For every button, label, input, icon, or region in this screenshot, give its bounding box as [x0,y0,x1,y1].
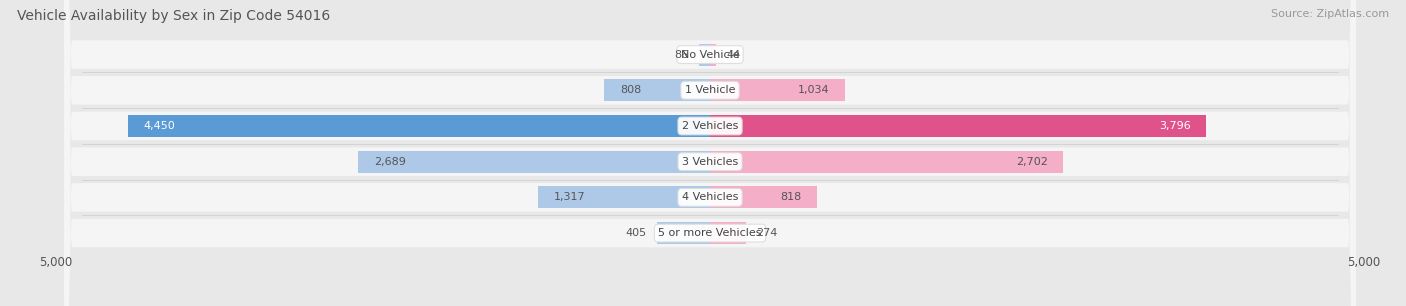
Text: Vehicle Availability by Sex in Zip Code 54016: Vehicle Availability by Sex in Zip Code … [17,9,330,23]
FancyBboxPatch shape [65,0,1355,306]
Text: 2,702: 2,702 [1015,157,1047,167]
FancyBboxPatch shape [65,0,1355,306]
Text: 2 Vehicles: 2 Vehicles [682,121,738,131]
FancyBboxPatch shape [65,0,1355,306]
Text: 818: 818 [780,192,801,202]
Bar [538,186,710,208]
Bar [710,222,745,244]
Text: 274: 274 [756,228,778,238]
Text: Source: ZipAtlas.com: Source: ZipAtlas.com [1271,9,1389,19]
Bar [710,43,716,66]
Bar [699,43,710,66]
Text: 1 Vehicle: 1 Vehicle [685,85,735,95]
FancyBboxPatch shape [65,0,1355,306]
Text: 44: 44 [727,50,741,60]
FancyBboxPatch shape [65,0,1355,306]
Bar [710,151,1063,173]
Text: 2,689: 2,689 [374,157,406,167]
Text: 86: 86 [675,50,689,60]
Bar [605,79,710,101]
Bar [128,115,710,137]
Text: 1,317: 1,317 [554,192,585,202]
Text: 5 or more Vehicles: 5 or more Vehicles [658,228,762,238]
Text: 3,796: 3,796 [1159,121,1191,131]
Bar [710,115,1206,137]
FancyBboxPatch shape [65,0,1355,306]
Text: 405: 405 [626,228,647,238]
Text: No Vehicle: No Vehicle [681,50,740,60]
Text: 4,450: 4,450 [143,121,176,131]
Bar [710,186,817,208]
Text: 1,034: 1,034 [799,85,830,95]
Bar [359,151,710,173]
Text: 3 Vehicles: 3 Vehicles [682,157,738,167]
Bar [710,79,845,101]
Bar [657,222,710,244]
Text: 4 Vehicles: 4 Vehicles [682,192,738,202]
Text: 808: 808 [620,85,641,95]
